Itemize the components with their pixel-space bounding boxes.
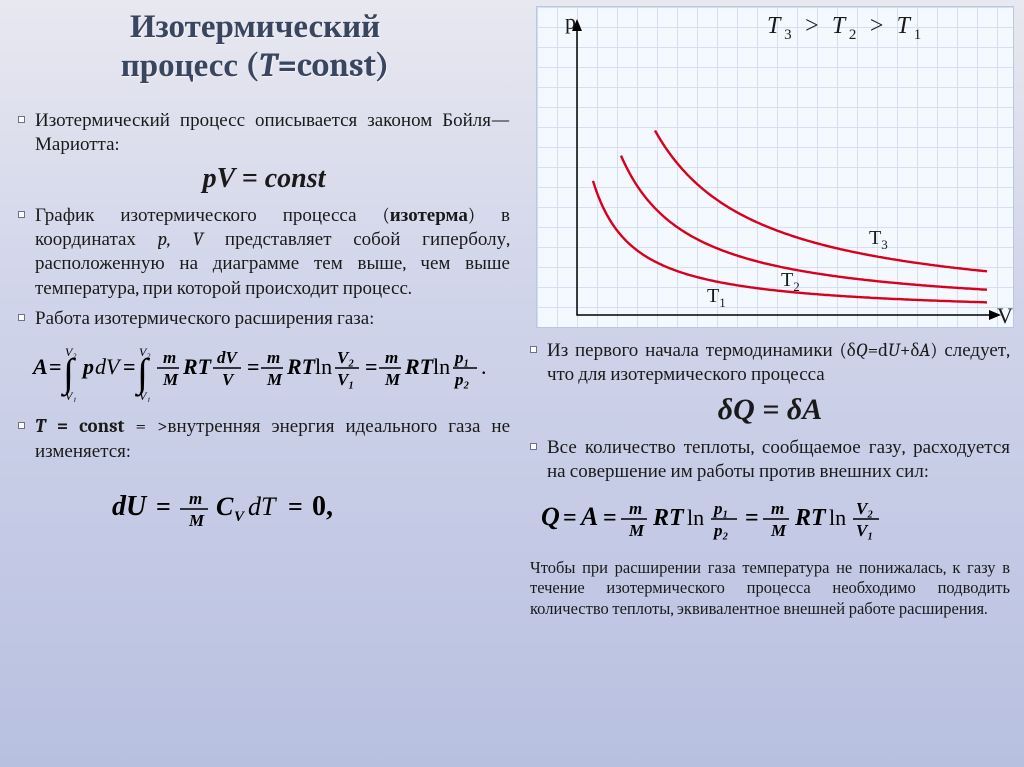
svg-text:RT: RT	[182, 354, 213, 379]
curve-label: T2	[781, 269, 800, 295]
svg-text:dV: dV	[217, 348, 239, 367]
svg-text:=: =	[365, 354, 378, 379]
eq-dU-zero: dU = mMCVdT = 0,	[18, 481, 510, 537]
svg-text:V₂: V₂	[337, 348, 354, 367]
left-column: Изотермический процесс описывается закон…	[18, 108, 510, 545]
svg-text:p₂: p₂	[712, 521, 729, 540]
bullet-icon	[18, 422, 25, 429]
isotherm-chart: p V T 3 > T 2 > T 1 T1 T2 T3	[536, 6, 1014, 328]
svg-text:RT: RT	[286, 354, 317, 379]
chart-svg	[537, 7, 1015, 329]
fineprint: Чтобы при расширении газа температура не…	[530, 559, 1010, 619]
svg-text:=: =	[247, 354, 260, 379]
svg-text:Q: Q	[541, 502, 560, 531]
bullet-text: График изотермического процесса (изотерм…	[35, 203, 510, 300]
svg-text:m: m	[189, 489, 202, 508]
svg-text:=: =	[123, 354, 136, 379]
svg-text:=: =	[745, 505, 759, 531]
axis-y-label: p	[565, 9, 576, 35]
svg-text:V₁: V₁	[337, 370, 354, 389]
svg-text:p₂: p₂	[453, 370, 470, 389]
svg-text:=: =	[563, 505, 577, 531]
svg-text:C: C	[216, 492, 234, 521]
slide-title: Изотермическийпроцесс (T=const)	[0, 8, 510, 86]
bullet-text: Все количество теплоты, сообщаемое газу,…	[547, 435, 1010, 484]
curve-label: T3	[869, 227, 888, 253]
bullet-text: Из первого начала термодинамики (δQ=dU+δ…	[547, 338, 1010, 387]
svg-text:M: M	[628, 521, 645, 540]
bullet-text: T = const = >внутренняя энергия идеально…	[35, 414, 510, 463]
svg-text:.: .	[481, 354, 487, 379]
eq-Q: Q=A=mMRTlnp₁p₂=mMRTlnV₂V₁	[530, 489, 1010, 551]
svg-text:M: M	[162, 370, 179, 389]
axis-x-label: V	[997, 303, 1013, 329]
svg-text:V₁: V₁	[139, 389, 151, 402]
svg-text:RT: RT	[652, 505, 685, 531]
svg-text:V₁: V₁	[856, 521, 873, 540]
svg-text:A: A	[579, 502, 598, 531]
svg-text:p₁: p₁	[712, 499, 728, 518]
svg-text:=: =	[603, 505, 617, 531]
svg-text:V₂: V₂	[65, 345, 77, 359]
svg-text:M: M	[384, 370, 401, 389]
svg-text:p₁: p₁	[453, 348, 469, 367]
bullet-icon	[18, 211, 25, 218]
svg-text:0,: 0,	[312, 491, 333, 522]
svg-text:RT: RT	[794, 505, 827, 531]
svg-text:ln: ln	[315, 354, 332, 379]
svg-text:A: A	[31, 354, 48, 379]
svg-text:m: m	[163, 348, 176, 367]
svg-text:m: m	[771, 499, 784, 518]
svg-text:p: p	[81, 354, 94, 379]
svg-text:ln: ln	[687, 505, 704, 530]
curve-label: T1	[707, 285, 726, 311]
bullet-text: Изотермический процесс описывается закон…	[35, 108, 510, 157]
svg-text:V₂: V₂	[139, 345, 151, 359]
eq-work-integral: A=∫V₂V₁pdV=∫V₂V₁mMRTdVV=mMRTlnV₂V₁=mMRTl…	[18, 336, 510, 406]
svg-text:V₂: V₂	[856, 499, 873, 518]
svg-text:=: =	[49, 354, 62, 379]
svg-text:ln: ln	[433, 354, 450, 379]
svg-text:V₁: V₁	[65, 389, 77, 402]
chart-relation: T 3 > T 2 > T 1	[767, 13, 921, 44]
svg-text:m: m	[629, 499, 642, 518]
svg-text:M: M	[266, 370, 283, 389]
bullet: График изотермического процесса (изотерм…	[18, 203, 510, 300]
svg-text:ln: ln	[829, 505, 846, 530]
svg-text:M: M	[770, 521, 787, 540]
right-column: Из первого начала термодинамики (δQ=dU+δ…	[530, 338, 1010, 620]
bullet-icon	[18, 314, 25, 321]
svg-text:=: =	[156, 492, 171, 521]
bullet-text: Работа изотермического расширения газа:	[35, 306, 510, 330]
svg-text:m: m	[385, 348, 398, 367]
eq-dQ-dA: δQ = δA	[530, 393, 1010, 427]
bullet-icon	[18, 116, 25, 123]
bullet: T = const = >внутренняя энергия идеально…	[18, 414, 510, 463]
svg-text:M: M	[188, 511, 205, 530]
svg-text:m: m	[267, 348, 280, 367]
svg-text:RT: RT	[404, 354, 435, 379]
svg-text:dV: dV	[95, 354, 122, 379]
bullet: Все количество теплоты, сообщаемое газу,…	[530, 435, 1010, 484]
bullet-icon	[530, 443, 537, 450]
svg-text:dU: dU	[112, 491, 148, 522]
svg-text:V: V	[234, 509, 246, 525]
bullet: Изотермический процесс описывается закон…	[18, 108, 510, 157]
svg-text:V: V	[222, 370, 235, 389]
bullet: Работа изотермического расширения газа:	[18, 306, 510, 330]
bullet-icon	[530, 346, 537, 353]
bullet: Из первого начала термодинамики (δQ=dU+δ…	[530, 338, 1010, 387]
eq-pV-const: pV = const	[18, 163, 510, 195]
svg-text:dT: dT	[248, 492, 277, 521]
svg-text:=: =	[288, 492, 303, 521]
